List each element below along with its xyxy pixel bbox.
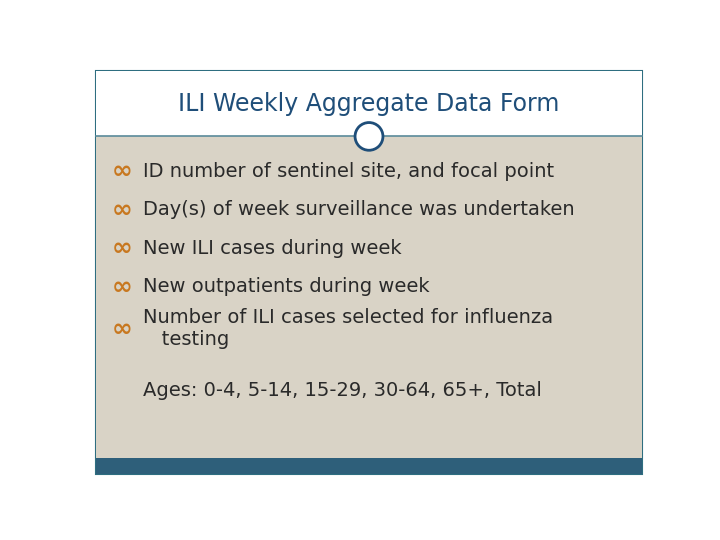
Text: ID number of sentinel site, and focal point: ID number of sentinel site, and focal po… (143, 161, 554, 180)
Text: ∞: ∞ (112, 274, 133, 299)
Text: ∞: ∞ (112, 198, 133, 221)
FancyBboxPatch shape (96, 71, 642, 137)
FancyBboxPatch shape (96, 71, 642, 475)
Text: ILI Weekly Aggregate Data Form: ILI Weekly Aggregate Data Form (179, 92, 559, 116)
FancyBboxPatch shape (96, 457, 642, 475)
Text: ∞: ∞ (112, 317, 133, 341)
Text: Number of ILI cases selected for influenza
   testing: Number of ILI cases selected for influen… (143, 308, 553, 349)
Text: New ILI cases during week: New ILI cases during week (143, 239, 401, 258)
Text: ∞: ∞ (112, 159, 133, 183)
Circle shape (355, 123, 383, 150)
Text: Day(s) of week surveillance was undertaken: Day(s) of week surveillance was undertak… (143, 200, 575, 219)
Text: Ages: 0-4, 5-14, 15-29, 30-64, 65+, Total: Ages: 0-4, 5-14, 15-29, 30-64, 65+, Tota… (143, 381, 541, 400)
FancyBboxPatch shape (96, 137, 642, 459)
Text: ∞: ∞ (112, 236, 133, 260)
Text: New outpatients during week: New outpatients during week (143, 277, 429, 296)
